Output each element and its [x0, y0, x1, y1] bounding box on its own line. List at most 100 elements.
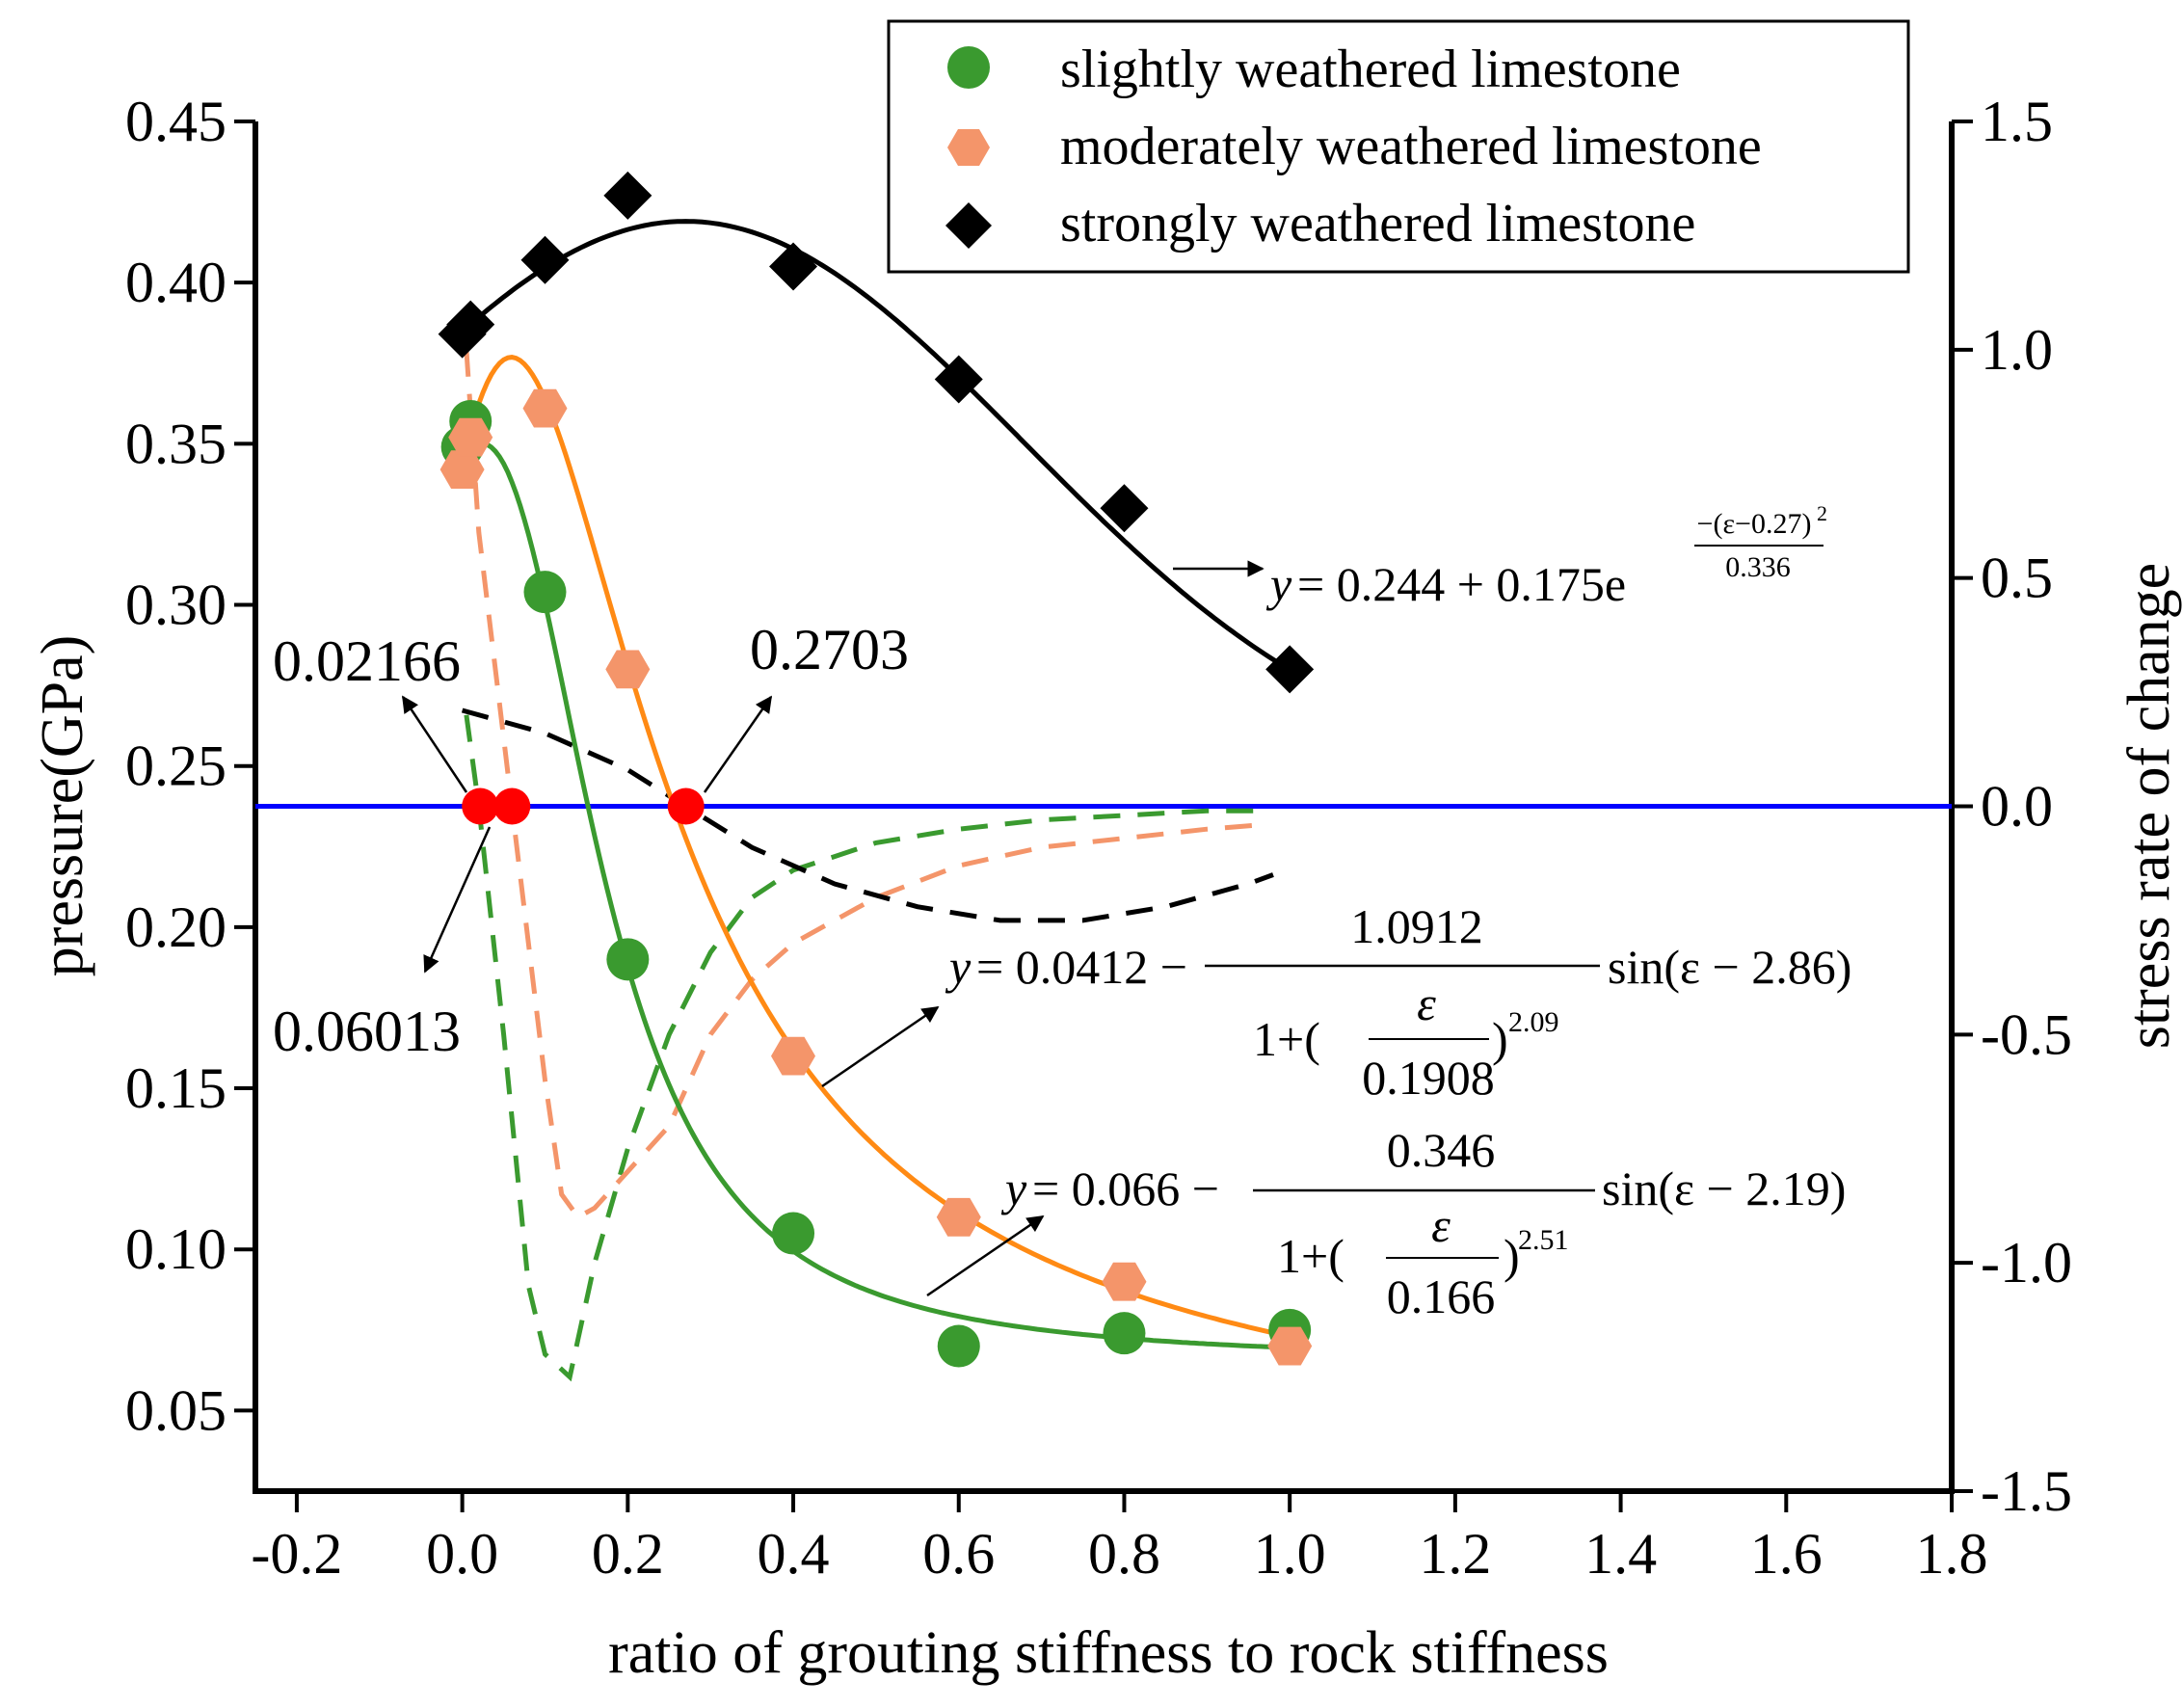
x-tick-label: 0.4	[758, 1522, 830, 1586]
eq-strong-rhs: = 0.244 + 0.175e	[1297, 557, 1626, 611]
tick-labels: -0.2 0.0 0.2 0.4 0.6 0.8 1.0 1.2 1.4 1.6 1.8 0.05 0.…	[125, 90, 2072, 1586]
y2-tick-label: -1.0	[1981, 1231, 2072, 1294]
legend: slightly weathered limestone moderately …	[887, 19, 1910, 274]
x-tick-label: -0.2	[251, 1522, 342, 1586]
point-strongly	[769, 242, 818, 291]
point-moderately	[936, 1197, 981, 1237]
point-slightly	[937, 1324, 980, 1368]
legend-label-slightly: slightly weathered limestone	[1060, 40, 1681, 99]
eq-slight-num: 0.346	[1387, 1123, 1496, 1177]
markers	[438, 171, 1315, 1368]
eq-slight-frac-num: ε	[1431, 1198, 1451, 1252]
point-moderately	[439, 450, 485, 489]
fit-curve	[461, 440, 1291, 1350]
arrow-eq-moderate	[821, 1005, 940, 1088]
legend-marker-moderately	[947, 129, 990, 166]
rate-curve	[464, 349, 1265, 1221]
point-strongly	[520, 235, 570, 284]
y-tick-label: 0.10	[125, 1217, 226, 1281]
fit-curves	[460, 219, 1291, 1350]
y2-axis-title: stress rate of change	[2116, 563, 2182, 1049]
y2-tick-label: 0.0	[1981, 775, 2053, 839]
eq-strong-lhs: y	[1265, 557, 1292, 611]
ticks	[234, 120, 1973, 1512]
y-tick-label: 0.30	[125, 574, 226, 637]
eq-slight-den-prefix: 1+(	[1277, 1229, 1344, 1283]
y2-tick-label: -0.5	[1981, 1002, 2072, 1066]
annotation-02166: 0.02166	[273, 629, 461, 693]
legend-marker-strongly	[945, 202, 992, 249]
annotation-06013: 0.06013	[273, 1000, 461, 1063]
eq-mod-den-prefix: 1+(	[1253, 1012, 1320, 1066]
x-tick-label: 1.6	[1750, 1522, 1823, 1586]
equation-strong: y = 0.244 + 0.175e −(ε−0.27) 2 0.336	[1265, 501, 1827, 611]
annotation-2703: 0.2703	[750, 618, 909, 681]
eq-strong-exp-num: −(ε−0.27)	[1697, 508, 1812, 540]
arrow-06013	[423, 826, 492, 974]
crossing-point	[667, 787, 705, 825]
point-slightly	[606, 938, 650, 981]
eq-mod-frac-den: 0.1908	[1362, 1051, 1495, 1105]
eq-slight-frac-den: 0.166	[1387, 1269, 1496, 1323]
y-tick-label: 0.40	[125, 251, 226, 314]
rate-curve	[461, 707, 1274, 923]
annotation-arrows	[401, 560, 1265, 1297]
y-axis-title: pressure(GPa)	[30, 635, 95, 977]
eq-mod-frac-num: ε	[1417, 976, 1436, 1030]
y-tick-label: 0.15	[125, 1056, 226, 1120]
legend-label-strongly: strongly weathered limestone	[1060, 194, 1695, 254]
arrow-eq-slight	[926, 1214, 1045, 1297]
y2-tick-label: 1.0	[1981, 318, 2053, 382]
x-axis-title: ratio of grouting stiffness to rock stif…	[608, 1620, 1609, 1686]
point-strongly	[446, 300, 495, 349]
x-tick-label: 0.0	[426, 1522, 498, 1586]
fit-curve	[460, 355, 1291, 1339]
point-slightly	[772, 1212, 815, 1255]
eq-slight-rhs: = 0.066 −	[1032, 1161, 1219, 1215]
y2-tick-label: 0.5	[1981, 547, 2053, 610]
eq-strong-exp-pow: 2	[1817, 501, 1827, 525]
legend-box	[887, 19, 1910, 274]
legend-marker-slightly	[947, 46, 990, 89]
y-tick-label: 0.35	[125, 412, 226, 475]
point-strongly	[934, 355, 983, 404]
point-moderately	[771, 1036, 815, 1076]
equation-moderate: y = 0.0412 − 1.0912 1+( ε 0.1908 ) 2.09 …	[945, 899, 1851, 1105]
crossing-point	[462, 787, 499, 825]
x-tick-label: 1.2	[1419, 1522, 1491, 1586]
point-slightly	[523, 571, 567, 614]
point-strongly	[1265, 645, 1315, 694]
eq-mod-den-suffix: )	[1492, 1012, 1508, 1066]
y2-tick-label: -1.5	[1981, 1459, 2072, 1523]
eq-slight-den-suffix: )	[1504, 1229, 1520, 1283]
point-slightly	[1103, 1312, 1146, 1355]
crossing-point	[493, 787, 531, 825]
x-tick-label: 1.4	[1584, 1522, 1657, 1586]
eq-mod-rhs: = 0.0412 −	[976, 940, 1187, 994]
fit-curve	[461, 219, 1291, 673]
y-tick-label: 0.20	[125, 895, 226, 959]
point-moderately	[1267, 1326, 1313, 1366]
y-tick-label: 0.45	[125, 90, 226, 153]
point-strongly	[1100, 484, 1149, 533]
point-moderately	[448, 417, 493, 457]
x-tick-label: 1.0	[1254, 1522, 1326, 1586]
point-moderately	[1102, 1262, 1147, 1301]
point-strongly	[603, 171, 652, 220]
rate-curves	[461, 349, 1274, 1382]
eq-mod-lhs: y	[945, 940, 972, 994]
x-tick-label: 1.8	[1916, 1522, 1988, 1586]
x-tick-label: 0.2	[592, 1522, 664, 1586]
y2-tick-label: 1.5	[1981, 90, 2053, 153]
eq-slight-lhs: y	[1000, 1161, 1027, 1215]
point-moderately	[522, 388, 568, 428]
eq-mod-power: 2.09	[1508, 1006, 1559, 1038]
x-tick-label: 0.6	[922, 1522, 995, 1586]
y-tick-label: 0.05	[125, 1378, 226, 1442]
equation-slight: y = 0.066 − 0.346 1+( ε 0.166 ) 2.51 sin…	[1000, 1123, 1846, 1323]
eq-strong-exp-den: 0.336	[1725, 551, 1791, 583]
arrow-2703	[703, 695, 773, 793]
rate-curve	[464, 714, 1265, 1382]
point-moderately	[605, 650, 651, 689]
